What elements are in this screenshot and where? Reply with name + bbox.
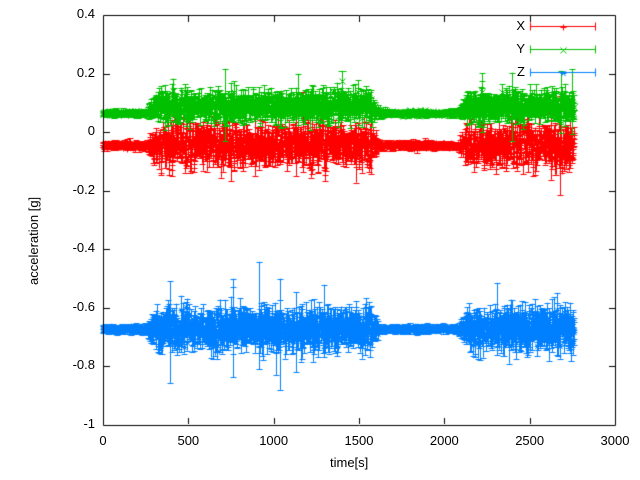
x-tick-label: 3000: [600, 433, 630, 448]
y-tick-label: -1: [83, 416, 95, 431]
y-tick-label: 0.4: [76, 6, 95, 21]
y-tick-label: 0.2: [76, 64, 95, 80]
x-tick-label: 2000: [429, 433, 459, 448]
y-tick-label: -0.8: [72, 357, 95, 373]
y-axis-label: acceleration [g]: [26, 196, 41, 285]
legend-entry-y: Y: [516, 41, 525, 56]
x-axis-label: time[s]: [330, 455, 369, 470]
legend-entry-z: Z: [517, 64, 525, 79]
y-tick-label: -0.4: [72, 240, 95, 256]
x-tick-label: 2500: [515, 433, 545, 448]
x-tick-label: 1000: [259, 433, 289, 448]
x-tick-label: 500: [177, 433, 200, 448]
y-tick-label: -0.6: [72, 298, 95, 314]
legend-entry-x: X: [516, 18, 525, 33]
x-tick-label: 0: [99, 433, 107, 448]
y-tick-label: 0: [87, 123, 95, 139]
y-tick-label: -0.2: [72, 181, 95, 197]
x-tick-label: 1500: [344, 433, 374, 448]
